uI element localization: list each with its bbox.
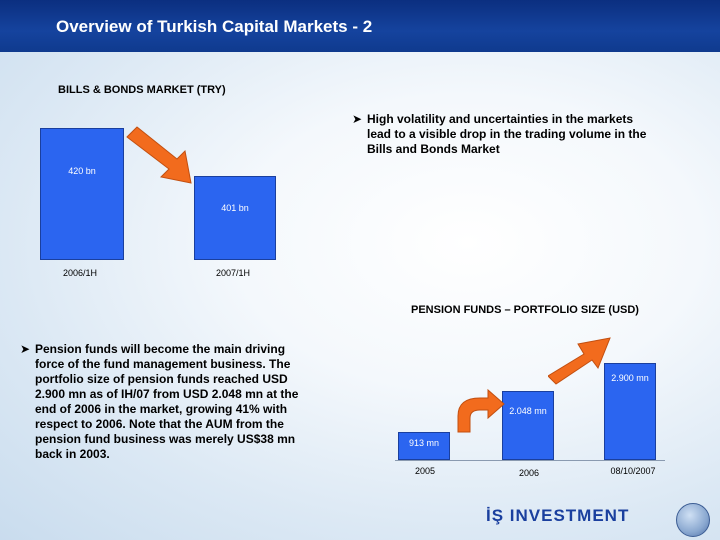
pension-bullet-line: back in 2003. — [35, 447, 110, 461]
bonds-data-label-2007: 401 bn — [221, 203, 249, 213]
bonds-chart-title: BILLS & BONDS MARKET (TRY) — [58, 84, 226, 96]
pension-tick-label-2007: 08/10/2007 — [610, 466, 656, 476]
arrow-bullet-icon: ➤ — [20, 342, 31, 356]
pension-bullet-line: 2.900 mn as of IH/07 from USD 2.048 mn a… — [35, 387, 299, 401]
orange-arrow-icon — [548, 337, 611, 385]
logo-seal-icon — [676, 503, 710, 537]
bonds-bullet-line: High volatility and uncertainties in the… — [367, 112, 634, 126]
bonds-tick-label-2006: 2006/1H — [62, 268, 98, 278]
bonds-bullet: High volatility and uncertainties in the… — [367, 112, 712, 157]
header-bar: Overview of Turkish Capital Markets - 2 — [0, 0, 720, 52]
pension-baseline — [395, 460, 665, 461]
pension-bar-2005 — [398, 432, 450, 460]
pension-bar-2006 — [502, 391, 554, 460]
pension-bullet-line: Pension funds will become the main drivi… — [35, 342, 286, 356]
company-logo: İŞ INVESTMENT — [486, 506, 630, 525]
pension-tick-label-2006: 2006 — [518, 468, 540, 478]
page-title: Overview of Turkish Capital Markets - 2 — [56, 17, 373, 36]
pension-bar-2007 — [604, 363, 656, 460]
bonds-bullet-line: lead to a visible drop in the trading vo… — [367, 127, 647, 141]
orange-arrow-icon — [126, 126, 192, 184]
pension-data-label-2007: 2.900 mn — [611, 373, 649, 383]
pension-data-label-2005: 913 mn — [408, 438, 440, 448]
bonds-bullet-line: Bills and Bonds Market — [367, 142, 500, 156]
bonds-tick-label-2007: 2007/1H — [215, 268, 251, 278]
pension-bullet-line: end of 2006 in the market, growing 41% w… — [35, 402, 288, 416]
pension-bullet-line: force of the fund management business. T… — [35, 357, 291, 371]
pension-bullet: Pension funds will become the main drivi… — [35, 342, 355, 462]
bonds-data-label-2006: 420 bn — [68, 166, 96, 176]
pension-chart-title: PENSION FUNDS – PORTFOLIO SIZE (USD) — [411, 304, 639, 316]
bonds-bar-2006-1h — [40, 128, 124, 260]
pension-bullet-line: respect to 2006. Note that the AUM from … — [35, 417, 284, 431]
pension-data-label-2006: 2.048 mn — [509, 406, 547, 416]
orange-arrow-icon — [457, 388, 505, 433]
pension-bullet-line: portfolio size of pension funds reached … — [35, 372, 288, 386]
pension-bullet-line: pension fund business was merely US$38 m… — [35, 432, 296, 446]
arrow-bullet-icon: ➤ — [352, 112, 363, 126]
bonds-bar-2007-1h — [194, 176, 276, 260]
pension-tick-label-2005: 2005 — [414, 466, 436, 476]
